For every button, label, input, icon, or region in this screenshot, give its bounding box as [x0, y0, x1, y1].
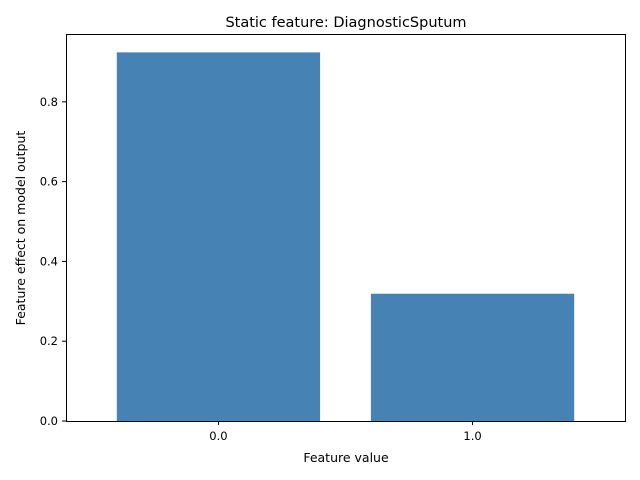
y-tick-label: 0.0: [40, 414, 58, 428]
plot-area-frame: [66, 34, 626, 422]
y-tick-label: 0.4: [40, 254, 58, 268]
x-tick-label: 1.0: [463, 429, 481, 443]
chart-title: Static feature: DiagnosticSputum: [225, 15, 466, 31]
bar-1.0: [370, 293, 575, 421]
bar-0.0: [116, 52, 321, 422]
bars-layer: [116, 52, 575, 422]
x-axis-label: Feature value: [303, 450, 389, 465]
y-axis: 0.0 0.2 0.4 0.6 0.8: [40, 95, 66, 428]
x-axis: 0.0 1.0: [209, 421, 482, 443]
x-tick-label: 0.0: [209, 429, 227, 443]
y-axis-label: Feature effect on model output: [13, 131, 28, 326]
y-tick-label: 0.8: [40, 95, 58, 109]
y-tick-label: 0.2: [40, 334, 58, 348]
y-tick-label: 0.6: [40, 175, 58, 189]
